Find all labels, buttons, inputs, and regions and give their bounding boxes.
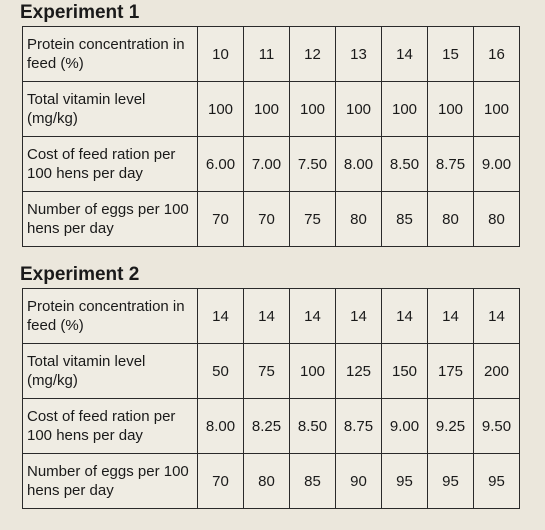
row-label: Number of eggs per 100 hens per day bbox=[22, 191, 198, 247]
section-heading: Experiment 2 bbox=[20, 264, 140, 285]
cell-value: 6.00 bbox=[197, 136, 244, 192]
cell-value: 75 bbox=[243, 343, 290, 399]
cell-value: 12 bbox=[289, 26, 336, 82]
cell-value: 16 bbox=[473, 26, 520, 82]
data-table: Protein concentration in feed (%) 14 14 14 1… bbox=[22, 288, 520, 509]
row-label: Cost of feed ration per 100 hens per day bbox=[22, 398, 198, 454]
cell-value: 50 bbox=[197, 343, 244, 399]
cell-value: 80 bbox=[243, 453, 290, 509]
cell-value: 8.75 bbox=[335, 398, 382, 454]
cell-value: 75 bbox=[289, 191, 336, 247]
row-label: Protein concentration in feed (%) bbox=[22, 26, 198, 82]
experiment-section: Experiment 1 Protein concentration in fee… bbox=[20, 0, 520, 247]
table-row: Cost of feed ration per 100 hens per day… bbox=[22, 136, 520, 192]
cell-value: 14 bbox=[335, 288, 382, 344]
cell-value: 100 bbox=[381, 81, 428, 137]
cell-value: 90 bbox=[335, 453, 382, 509]
row-label: Total vitamin level (mg/kg) bbox=[22, 343, 198, 399]
table-row: Protein concentration in feed (%) 10 11 12 1… bbox=[22, 26, 520, 82]
cell-value: 85 bbox=[289, 453, 336, 509]
cell-value: 200 bbox=[473, 343, 520, 399]
cell-value: 14 bbox=[243, 288, 290, 344]
cell-value: 100 bbox=[243, 81, 290, 137]
cell-value: 14 bbox=[473, 288, 520, 344]
cell-value: 100 bbox=[335, 81, 382, 137]
cell-value: 80 bbox=[473, 191, 520, 247]
cell-value: 80 bbox=[427, 191, 474, 247]
cell-value: 14 bbox=[381, 26, 428, 82]
experiment-section: Experiment 2 Protein concentration in fee… bbox=[20, 262, 520, 509]
cell-value: 11 bbox=[243, 26, 290, 82]
cell-value: 70 bbox=[197, 191, 244, 247]
cell-value: 85 bbox=[381, 191, 428, 247]
cell-value: 100 bbox=[473, 81, 520, 137]
cell-value: 14 bbox=[381, 288, 428, 344]
cell-value: 8.00 bbox=[335, 136, 382, 192]
cell-value: 100 bbox=[289, 343, 336, 399]
table-row: Total vitamin level (mg/kg) 100 100 100 100 1… bbox=[22, 81, 520, 137]
cell-value: 15 bbox=[427, 26, 474, 82]
cell-value: 70 bbox=[243, 191, 290, 247]
cell-value: 8.00 bbox=[197, 398, 244, 454]
cell-value: 14 bbox=[197, 288, 244, 344]
cell-value: 10 bbox=[197, 26, 244, 82]
table-row: Cost of feed ration per 100 hens per day… bbox=[22, 398, 520, 454]
cell-value: 95 bbox=[473, 453, 520, 509]
cell-value: 80 bbox=[335, 191, 382, 247]
cell-value: 100 bbox=[197, 81, 244, 137]
cell-value: 8.75 bbox=[427, 136, 474, 192]
cell-value: 100 bbox=[289, 81, 336, 137]
cell-value: 8.25 bbox=[243, 398, 290, 454]
data-table: Protein concentration in feed (%) 10 11 12 1… bbox=[22, 26, 520, 247]
section-heading: Experiment 1 bbox=[20, 2, 140, 23]
table-row: Number of eggs per 100 hens per day 70 70 7… bbox=[22, 191, 520, 247]
cell-value: 7.50 bbox=[289, 136, 336, 192]
row-label: Protein concentration in feed (%) bbox=[22, 288, 198, 344]
cell-value: 125 bbox=[335, 343, 382, 399]
cell-value: 175 bbox=[427, 343, 474, 399]
cell-value: 95 bbox=[381, 453, 428, 509]
cell-value: 9.25 bbox=[427, 398, 474, 454]
cell-value: 9.00 bbox=[473, 136, 520, 192]
table-row: Total vitamin level (mg/kg) 50 75 100 125 150… bbox=[22, 343, 520, 399]
cell-value: 8.50 bbox=[381, 136, 428, 192]
cell-value: 14 bbox=[427, 288, 474, 344]
cell-value: 13 bbox=[335, 26, 382, 82]
cell-value: 9.50 bbox=[473, 398, 520, 454]
row-label: Cost of feed ration per 100 hens per day bbox=[22, 136, 198, 192]
table-row: Protein concentration in feed (%) 14 14 14 1… bbox=[22, 288, 520, 344]
row-label: Number of eggs per 100 hens per day bbox=[22, 453, 198, 509]
cell-value: 150 bbox=[381, 343, 428, 399]
cell-value: 8.50 bbox=[289, 398, 336, 454]
cell-value: 100 bbox=[427, 81, 474, 137]
cell-value: 14 bbox=[289, 288, 336, 344]
cell-value: 7.00 bbox=[243, 136, 290, 192]
table-row: Number of eggs per 100 hens per day 70 80 8… bbox=[22, 453, 520, 509]
cell-value: 95 bbox=[427, 453, 474, 509]
cell-value: 9.00 bbox=[381, 398, 428, 454]
cell-value: 70 bbox=[197, 453, 244, 509]
row-label: Total vitamin level (mg/kg) bbox=[22, 81, 198, 137]
